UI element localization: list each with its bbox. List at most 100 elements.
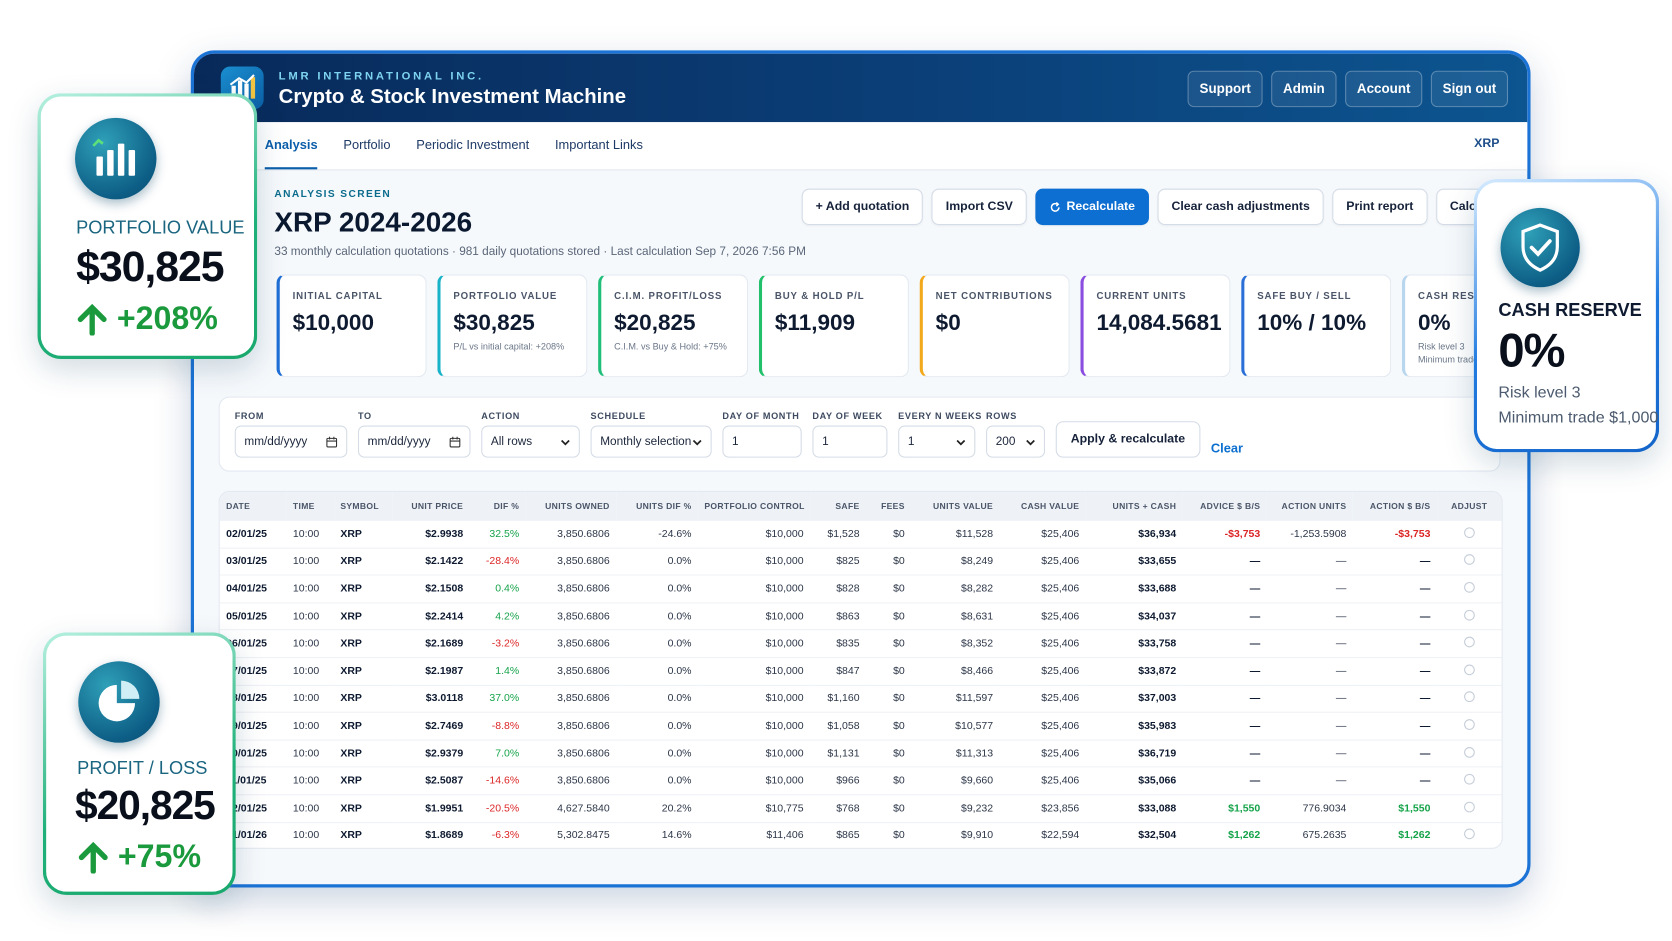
table-cell: — (1182, 547, 1267, 576)
kpi-value: 10% / 10% (1257, 310, 1367, 336)
action-button[interactable]: Recalculate (1035, 188, 1149, 226)
table-cell: $0 (865, 630, 912, 659)
filter-date[interactable]: mm/dd/yyyy (357, 425, 471, 458)
adjust-radio[interactable] (1463, 828, 1475, 840)
nav-button[interactable]: Sign out (1430, 70, 1509, 108)
action-text: Import CSV (945, 200, 1013, 214)
table-cell: — (1182, 684, 1267, 713)
table-cell: $25,406 (999, 547, 1086, 576)
kpi-label: CASH RESERVE (1417, 290, 1505, 302)
adjust-radio[interactable] (1463, 554, 1475, 566)
filter-input[interactable]: 1 (812, 425, 888, 458)
clear-link[interactable]: Clear (1210, 440, 1244, 456)
adjust-radio[interactable] (1463, 719, 1475, 730)
table-cell: $0 (865, 822, 912, 848)
table-cell: 3,850.6806 (525, 547, 617, 576)
card-note: Minimum trade $1,000 (1498, 408, 1659, 427)
card-note: Risk level 3 (1498, 383, 1581, 402)
column-header: DIF % (469, 491, 526, 521)
adjust-radio[interactable] (1463, 664, 1475, 675)
action-button[interactable]: Print report (1332, 188, 1428, 226)
adjust-radio[interactable] (1463, 527, 1475, 538)
table-cell: -$3,753 (1352, 520, 1437, 549)
adjust-radio[interactable] (1463, 581, 1475, 593)
table-panel: DATE TIME SYMBOL UNIT PRICE DIF % UNITS OWNED… (218, 490, 1503, 849)
filter-input[interactable]: 1 (722, 425, 802, 458)
filter-label: FROM (234, 410, 265, 422)
table-cell: $0 (865, 767, 912, 796)
kpi-value: $0 (935, 310, 961, 336)
table-cell: $2.7469 (392, 712, 470, 741)
adjust-radio[interactable] (1463, 609, 1475, 621)
tab[interactable]: Analysis (264, 122, 318, 170)
apply-button[interactable]: Apply & recalculate (1055, 421, 1201, 458)
kpi-value: $20,825 (614, 310, 696, 336)
calendar-icon (449, 436, 461, 447)
table-cell: -14.6% (469, 767, 526, 796)
filter-select[interactable]: Monthly selection (590, 425, 712, 458)
tab[interactable]: Important Links (554, 137, 643, 153)
change-text: +208% (116, 301, 218, 337)
filter-select[interactable]: 200 (986, 425, 1046, 458)
action-button[interactable]: Import CSV (931, 188, 1027, 226)
nav-button[interactable]: Support (1187, 70, 1263, 108)
table-cell: $32,504 (1085, 822, 1183, 848)
table-cell: $33,758 (1085, 630, 1183, 659)
table-cell: 04/01/25 (219, 575, 287, 604)
table-cell: $1.8689 (392, 822, 470, 848)
header-row: DATE TIME SYMBOL UNIT PRICE DIF % UNITS OWNED… (219, 491, 1502, 521)
adjust-radio[interactable] (1463, 636, 1475, 648)
table-cell: $33,088 (1085, 794, 1183, 823)
adjust-cell (1436, 575, 1502, 604)
adjust-radio[interactable] (1463, 746, 1475, 758)
table-cell: — (1266, 684, 1353, 713)
action-button[interactable]: Clear cash adjustments (1157, 188, 1324, 226)
nav-button[interactable]: Admin (1271, 70, 1337, 108)
filter-value: 1 (732, 435, 739, 449)
table-row: 02/01/25 10:00 XRP $2.9938 32.5% 3,850.6806 -2… (219, 520, 1502, 549)
adjust-radio[interactable] (1463, 801, 1475, 813)
filter-select[interactable]: All rows (481, 425, 580, 458)
shield-icon (1500, 207, 1580, 288)
action-text: Print report (1346, 200, 1414, 214)
table-cell: $865 (809, 822, 866, 848)
table-cell: 10:00 (286, 602, 334, 631)
tab[interactable]: Periodic Investment (416, 137, 530, 153)
kpi-label: NET CONTRIBUTIONS (935, 290, 1053, 302)
kpi-value: $10,000 (292, 310, 374, 336)
column-header: UNITS DIF % (616, 491, 698, 521)
filter-date[interactable]: mm/dd/yyyy (234, 425, 348, 458)
table-cell: $36,934 (1085, 520, 1183, 549)
table-cell: $10,000 (697, 739, 810, 768)
filter-select[interactable]: 1 (898, 425, 976, 458)
filter-field: ACTION All rows (481, 410, 580, 470)
filter-value: 1 (907, 435, 915, 449)
action-button[interactable]: + Add quotation (801, 188, 924, 226)
table-cell: 20.2% (616, 794, 698, 823)
table-cell: $35,066 (1085, 767, 1183, 796)
table-cell: $25,406 (999, 520, 1086, 549)
table-cell: $35,983 (1085, 712, 1183, 741)
table-cell: $25,406 (999, 712, 1086, 741)
table-cell: $9,232 (911, 794, 1000, 823)
table-cell: $1,550 (1182, 794, 1267, 823)
nav-button[interactable]: Account (1345, 70, 1423, 108)
table-row: 10/01/25 10:00 XRP $2.9379 7.0% 3,850.6806 0.0… (219, 739, 1502, 768)
kpi-label: INITIAL CAPITAL (292, 290, 383, 302)
table-cell: 4.2% (469, 602, 526, 631)
refresh-icon (1050, 201, 1060, 212)
tab[interactable]: Portfolio (343, 137, 391, 153)
filter-field: DAY OF MONTH 1 (722, 410, 802, 470)
table-cell: $10,000 (697, 767, 810, 796)
table-cell: $33,872 (1085, 657, 1183, 686)
table-cell: — (1266, 657, 1353, 686)
adjust-radio[interactable] (1463, 773, 1475, 785)
table-cell: -8.8% (469, 712, 526, 741)
pie-icon (78, 661, 160, 743)
table-cell: $10,000 (697, 630, 810, 659)
adjust-radio[interactable] (1463, 691, 1475, 703)
table-cell: 0.0% (616, 684, 698, 713)
table-cell: 32.5% (469, 520, 526, 549)
table-cell: — (1266, 630, 1353, 659)
